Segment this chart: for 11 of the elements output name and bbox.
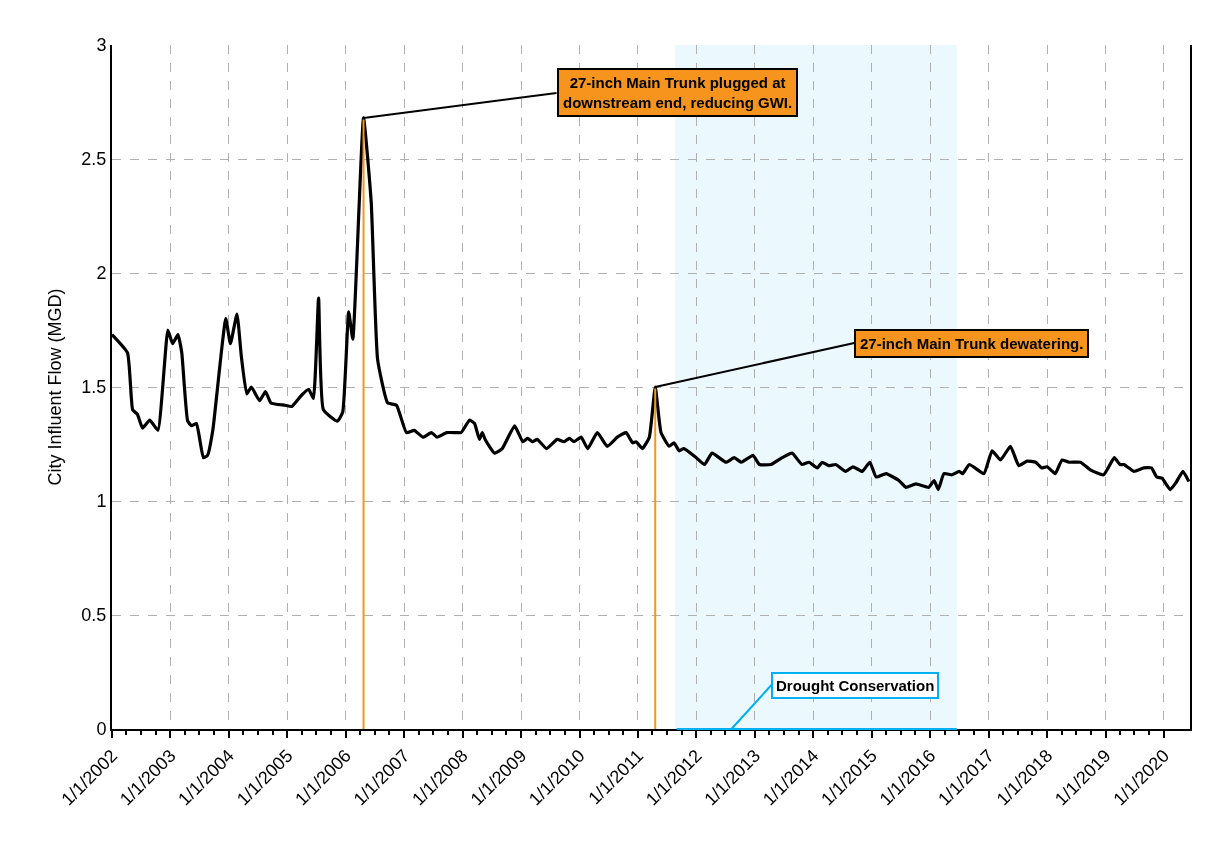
band-label: Drought Conservation: [776, 677, 935, 694]
y-axis-title: City Influent Flow (MGD): [45, 288, 66, 486]
y-tick-label: 3: [96, 35, 107, 56]
y-tick-label: 2: [96, 263, 107, 284]
y-tick-label: 0: [96, 719, 107, 740]
y-tick-label: 0.5: [81, 605, 107, 626]
annotation: 27-inch Main Trunk dewatering.: [860, 335, 1084, 352]
annotation: 27-inch Main Trunk plugged at downstream end, reducing GWI.: [563, 74, 793, 111]
y-tick-label: 1: [96, 491, 107, 512]
y-tick-label: 2.5: [81, 149, 107, 170]
y-tick-label: 1.5: [81, 377, 107, 398]
